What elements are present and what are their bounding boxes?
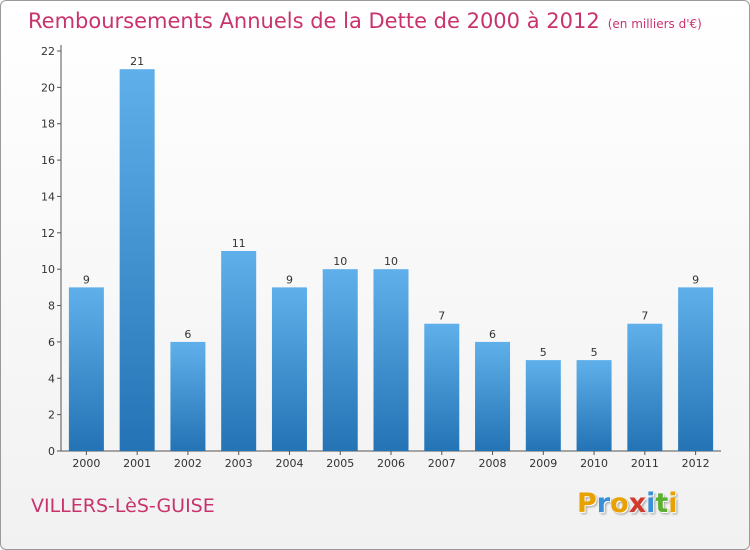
bar bbox=[475, 341, 511, 451]
data-label: 10 bbox=[333, 255, 347, 268]
data-label: 7 bbox=[438, 310, 445, 323]
bar bbox=[322, 269, 358, 451]
data-label: 5 bbox=[591, 346, 598, 359]
x-tick-label: 2005 bbox=[326, 457, 354, 470]
y-tick-label: 12 bbox=[41, 227, 55, 240]
y-tick-label: 16 bbox=[41, 154, 55, 167]
bar bbox=[68, 287, 104, 451]
bar bbox=[627, 323, 663, 451]
x-tick-label: 2006 bbox=[377, 457, 405, 470]
logo-letter: x bbox=[628, 488, 647, 519]
y-tick-label: 6 bbox=[48, 336, 55, 349]
bar bbox=[271, 287, 307, 451]
data-label: 9 bbox=[83, 273, 90, 286]
data-label: 9 bbox=[286, 273, 293, 286]
bar bbox=[170, 341, 206, 451]
y-tick-label: 4 bbox=[48, 372, 55, 385]
logo-letter: i bbox=[646, 488, 656, 519]
bar bbox=[525, 360, 561, 451]
logo-letter: r bbox=[596, 488, 611, 519]
chart-title-text: Remboursements Annuels de la Dette de 20… bbox=[28, 9, 600, 33]
x-tick-label: 2008 bbox=[479, 457, 507, 470]
data-label: 5 bbox=[540, 346, 547, 359]
y-tick-label: 8 bbox=[48, 300, 55, 313]
x-tick-label: 2011 bbox=[631, 457, 659, 470]
y-tick-label: 10 bbox=[41, 263, 55, 276]
x-tick-label: 2007 bbox=[428, 457, 456, 470]
place-name: VILLERS-LèS-GUISE bbox=[31, 495, 215, 517]
bar bbox=[576, 360, 612, 451]
bar bbox=[424, 323, 460, 451]
logo-letter: P bbox=[577, 488, 597, 519]
y-tick-label: 22 bbox=[41, 45, 55, 58]
logo-letter: t bbox=[655, 488, 669, 519]
x-tick-label: 2002 bbox=[174, 457, 202, 470]
chart-title: Remboursements Annuels de la Dette de 20… bbox=[28, 9, 702, 33]
x-tick-label: 2000 bbox=[72, 457, 100, 470]
logo-letter: i bbox=[668, 488, 678, 519]
x-tick-label: 2001 bbox=[123, 457, 151, 470]
data-label: 10 bbox=[384, 255, 398, 268]
proxiti-logo: Proxiti bbox=[577, 488, 678, 519]
chart-unit: (en milliers d'€) bbox=[607, 17, 702, 31]
data-label: 6 bbox=[489, 328, 496, 341]
data-label: 9 bbox=[692, 273, 699, 286]
y-tick-label: 14 bbox=[41, 190, 55, 203]
y-tick-label: 18 bbox=[41, 118, 55, 131]
x-tick-label: 2003 bbox=[225, 457, 253, 470]
data-label: 21 bbox=[130, 55, 144, 68]
data-label: 6 bbox=[184, 328, 191, 341]
x-tick-label: 2004 bbox=[275, 457, 303, 470]
bar bbox=[373, 269, 409, 451]
bar bbox=[678, 287, 714, 451]
x-tick-label: 2009 bbox=[529, 457, 557, 470]
bar bbox=[119, 69, 155, 451]
logo-letter: o bbox=[610, 488, 629, 519]
y-tick-label: 20 bbox=[41, 81, 55, 94]
x-tick-label: 2010 bbox=[580, 457, 608, 470]
x-tick-label: 2012 bbox=[682, 457, 710, 470]
data-label: 7 bbox=[641, 310, 648, 323]
y-tick-label: 2 bbox=[48, 409, 55, 422]
y-tick-label: 0 bbox=[48, 445, 55, 458]
data-label: 11 bbox=[232, 237, 246, 250]
bar bbox=[221, 251, 257, 451]
